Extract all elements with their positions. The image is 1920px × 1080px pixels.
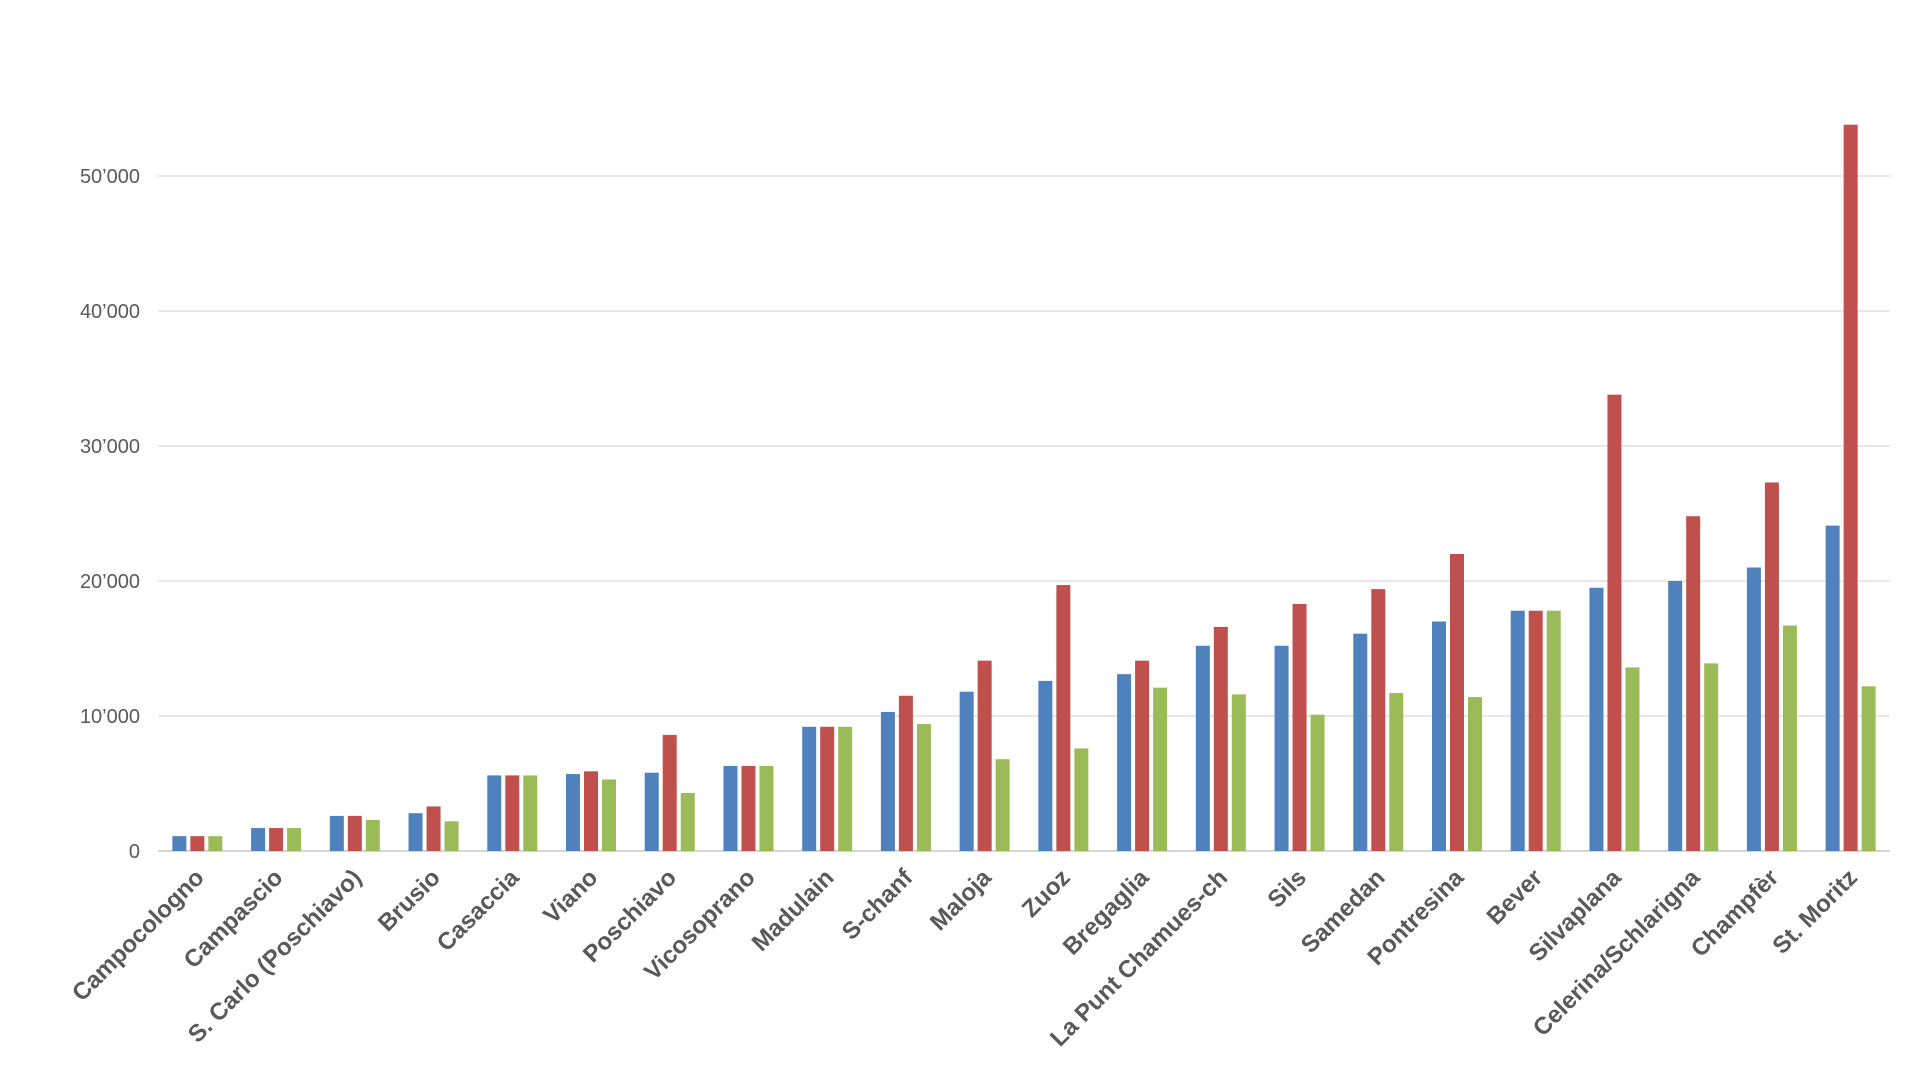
bar-series-1 [172, 836, 187, 851]
bar-series-2 [1371, 589, 1386, 851]
bar-series-3 [1546, 610, 1561, 851]
bar-series-1 [1510, 610, 1525, 851]
bar-series-3 [1153, 687, 1168, 851]
bar-series-1 [1589, 587, 1604, 851]
bar-series-2 [977, 660, 992, 851]
bar-series-2 [426, 806, 441, 851]
bar-series-1 [880, 711, 895, 851]
bar-series-2 [1528, 610, 1543, 851]
y-tick-label: 0 [129, 841, 140, 863]
bar-series-2 [1292, 603, 1307, 851]
bar-series-3 [287, 828, 302, 851]
bar-series-1 [566, 774, 580, 851]
bar-series-2 [584, 771, 598, 851]
y-tick-label: 40’000 [80, 301, 140, 323]
bar-series-3 [444, 821, 459, 851]
bar-series-3 [1310, 714, 1325, 851]
x-tick-label: Zuoz [1017, 864, 1076, 923]
bar-series-3 [523, 775, 538, 851]
bar-series-2 [505, 775, 520, 851]
bar-series-3 [1231, 694, 1246, 851]
bar-series-1 [1353, 633, 1368, 851]
x-tick-label: Madulain [747, 864, 840, 957]
bar-series-2 [1843, 124, 1858, 851]
bar-series-3 [1704, 663, 1719, 851]
bar-series-1 [1432, 621, 1446, 851]
bar-series-1 [959, 691, 974, 851]
bar-series-3 [838, 726, 853, 851]
y-tick-label: 30’000 [80, 436, 140, 458]
x-tick-label: Brusio [373, 864, 446, 937]
bar-series-1 [802, 726, 817, 851]
x-tick-label: St. Moritz [1767, 864, 1862, 959]
x-tick-label: Sils [1263, 864, 1312, 913]
bar-series-2 [1764, 482, 1779, 851]
bar-series-3 [1468, 697, 1482, 851]
bar-series-2 [1450, 554, 1464, 851]
bar-series-3 [1625, 667, 1640, 851]
bar-series-3 [680, 792, 695, 851]
bar-series-1 [251, 828, 266, 851]
bar-series-3 [1861, 686, 1876, 851]
bar-series-3 [759, 765, 774, 851]
bar-series-1 [1195, 645, 1210, 851]
bar-series-3 [916, 724, 931, 851]
bar-series-2 [1686, 516, 1701, 851]
bar-series-2 [1135, 660, 1150, 851]
bar-series-3 [365, 819, 380, 851]
y-tick-label: 10’000 [80, 706, 140, 728]
x-tick-label: Bever [1482, 864, 1548, 930]
x-tick-label: Campocologno [67, 864, 210, 1007]
bar-series-1 [1825, 525, 1840, 851]
x-tick-label: Casaccia [432, 864, 525, 957]
x-tick-label: Maloja [925, 864, 997, 936]
bar-series-3 [1782, 625, 1797, 851]
bar-series-1 [1746, 567, 1761, 851]
bar-series-1 [1038, 680, 1053, 851]
x-tick-label: Viano [538, 864, 603, 929]
bar-series-2 [820, 726, 835, 851]
bar-series-1 [329, 815, 344, 851]
bar-series-1 [1117, 674, 1132, 851]
bar-series-3 [602, 779, 616, 851]
bar-series-1 [1668, 581, 1683, 851]
y-tick-label: 50’000 [80, 166, 140, 188]
bar-series-3 [1389, 693, 1404, 851]
bar-series-3 [208, 836, 223, 851]
bar-series-2 [898, 695, 913, 851]
bar-series-2 [741, 765, 756, 851]
bar-series-1 [723, 765, 738, 851]
bar-series-3 [1074, 748, 1089, 851]
bar-series-3 [995, 759, 1010, 851]
y-tick-label: 20’000 [80, 571, 140, 593]
x-tick-label: S-chanf [837, 863, 919, 945]
bar-series-2 [1056, 585, 1071, 851]
bar-series-1 [487, 775, 502, 851]
bar-series-1 [408, 813, 423, 851]
bar-series-2 [190, 836, 205, 851]
bar-series-2 [662, 734, 677, 851]
bar-series-2 [269, 828, 284, 851]
bar-series-1 [1274, 645, 1289, 851]
bar-series-2 [347, 815, 362, 851]
bar-series-2 [1607, 394, 1622, 851]
bar-series-1 [644, 772, 659, 851]
bar-series-2 [1213, 626, 1228, 851]
